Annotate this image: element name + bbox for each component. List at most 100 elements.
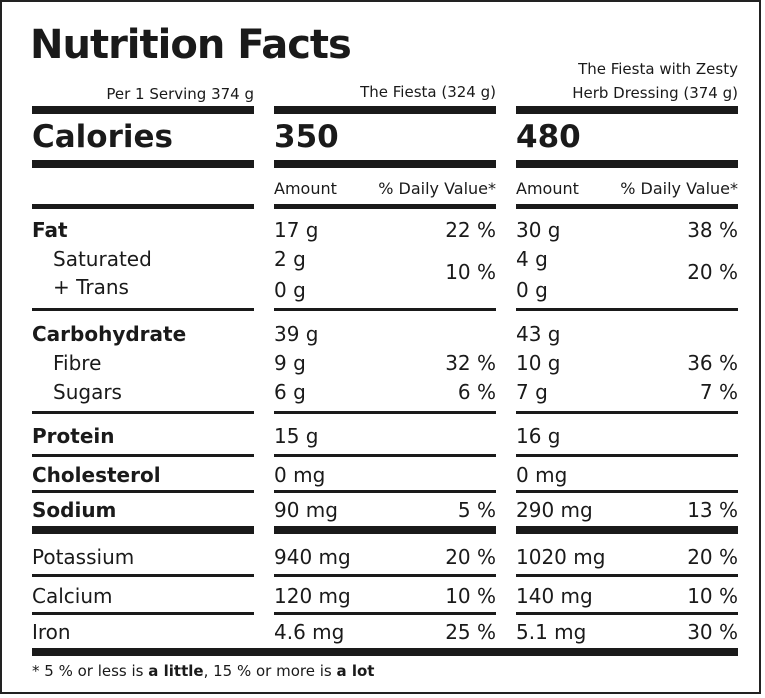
saturated-amount-2: 4 g — [516, 247, 548, 271]
sub-rule-1 — [32, 204, 254, 209]
sugars-dv-2: 7 % — [699, 380, 738, 404]
iron-dv-1: 25 % — [445, 620, 496, 644]
amount-header-2: Amount — [516, 179, 579, 198]
fibre-dv-1: 32 % — [445, 351, 496, 375]
sugars-dv-1: 6 % — [457, 380, 496, 404]
calories-rule-1 — [32, 160, 254, 168]
column-2-header-line2: Herb Dressing (374 g) — [572, 84, 738, 102]
protein-rule-1 — [32, 454, 254, 457]
calcium-dv-2: 10 % — [687, 584, 738, 608]
calcium-amount-2: 140 mg — [516, 584, 593, 608]
footnote-part-1: * 5 % or less is — [32, 662, 149, 680]
trans-amount-2: 0 g — [516, 278, 548, 302]
fibre-amount-2: 10 g — [516, 351, 561, 375]
cholesterol-rule-2 — [274, 490, 496, 493]
sodium-amount-2: 290 mg — [516, 498, 593, 522]
calcium-label: Calcium — [32, 584, 113, 608]
calories-column-1: 350 — [274, 119, 339, 155]
label-title: Nutrition Facts — [30, 22, 352, 68]
protein-rule-3 — [516, 454, 738, 457]
potassium-label: Potassium — [32, 545, 135, 569]
potassium-dv-2: 20 % — [687, 545, 738, 569]
fat-label: Fat — [32, 218, 68, 242]
potassium-rule-3 — [516, 574, 738, 577]
potassium-amount-1: 940 mg — [274, 545, 351, 569]
sugars-amount-1: 6 g — [274, 380, 306, 404]
trans-label: + Trans — [53, 275, 129, 299]
footnote: * 5 % or less is a little, 15 % or more … — [32, 662, 374, 680]
protein-amount-1: 15 g — [274, 424, 319, 448]
sodium-dv-2: 13 % — [687, 498, 738, 522]
footnote-part-2: , 15 % or more is — [203, 662, 337, 680]
fat-amount-2: 30 g — [516, 218, 561, 242]
fat-amount-1: 17 g — [274, 218, 319, 242]
footnote-a-lot: a lot — [336, 662, 375, 680]
cholesterol-amount-1: 0 mg — [274, 463, 326, 487]
calcium-dv-1: 10 % — [445, 584, 496, 608]
header-rule-2 — [274, 106, 496, 114]
cholesterol-rule-3 — [516, 490, 738, 493]
carb-rule-2 — [274, 411, 496, 414]
fat-rule-3 — [516, 308, 738, 311]
fat-rule-2 — [274, 308, 496, 311]
trans-amount-1: 0 g — [274, 278, 306, 302]
protein-rule-2 — [274, 454, 496, 457]
fibre-amount-1: 9 g — [274, 351, 306, 375]
cholesterol-rule-1 — [32, 490, 254, 493]
calcium-rule-1 — [32, 612, 254, 615]
calcium-rule-3 — [516, 612, 738, 615]
iron-amount-2: 5.1 mg — [516, 620, 587, 644]
header-rule-1 — [32, 106, 254, 114]
fat-rule-1 — [32, 308, 254, 311]
potassium-dv-1: 20 % — [445, 545, 496, 569]
bottom-rule — [32, 648, 738, 656]
calcium-rule-2 — [274, 612, 496, 615]
calories-column-2: 480 — [516, 119, 581, 155]
calcium-amount-1: 120 mg — [274, 584, 351, 608]
iron-dv-2: 30 % — [687, 620, 738, 644]
iron-label: Iron — [32, 620, 71, 644]
sodium-label: Sodium — [32, 498, 117, 522]
potassium-amount-2: 1020 mg — [516, 545, 606, 569]
column-2-header-line1: The Fiesta with Zesty — [578, 60, 738, 78]
sub-rule-2 — [274, 204, 496, 209]
amount-header-1: Amount — [274, 179, 337, 198]
calories-rule-2 — [274, 160, 496, 168]
carbohydrate-label: Carbohydrate — [32, 322, 187, 346]
carbohydrate-amount-1: 39 g — [274, 322, 319, 346]
cholesterol-amount-2: 0 mg — [516, 463, 568, 487]
fibre-dv-2: 36 % — [687, 351, 738, 375]
potassium-rule-1 — [32, 574, 254, 577]
protein-label: Protein — [32, 424, 115, 448]
protein-amount-2: 16 g — [516, 424, 561, 448]
calories-label: Calories — [32, 119, 173, 155]
iron-amount-1: 4.6 mg — [274, 620, 345, 644]
saturated-label: Saturated — [53, 247, 152, 271]
saturated-amount-1: 2 g — [274, 247, 306, 271]
serving-size: Per 1 Serving 374 g — [106, 85, 254, 103]
dv-header-1: % Daily Value* — [378, 179, 496, 198]
dv-header-2: % Daily Value* — [620, 179, 738, 198]
sodium-rule-1 — [32, 526, 254, 534]
carb-rule-3 — [516, 411, 738, 414]
sodium-rule-2 — [274, 526, 496, 534]
potassium-rule-2 — [274, 574, 496, 577]
footnote-a-little: a little — [148, 662, 204, 680]
sat-trans-dv-2: 20 % — [687, 260, 738, 284]
fibre-label: Fibre — [53, 351, 102, 375]
carb-rule-1 — [32, 411, 254, 414]
carbohydrate-amount-2: 43 g — [516, 322, 561, 346]
sodium-dv-1: 5 % — [457, 498, 496, 522]
column-1-header: The Fiesta (324 g) — [360, 83, 496, 101]
calories-rule-3 — [516, 160, 738, 168]
sodium-amount-1: 90 mg — [274, 498, 338, 522]
cholesterol-label: Cholesterol — [32, 463, 161, 487]
fat-dv-1: 22 % — [445, 218, 496, 242]
sugars-amount-2: 7 g — [516, 380, 548, 404]
sodium-rule-3 — [516, 526, 738, 534]
header-rule-3 — [516, 106, 738, 114]
sugars-label: Sugars — [53, 380, 122, 404]
sat-trans-dv-1: 10 % — [445, 260, 496, 284]
fat-dv-2: 38 % — [687, 218, 738, 242]
